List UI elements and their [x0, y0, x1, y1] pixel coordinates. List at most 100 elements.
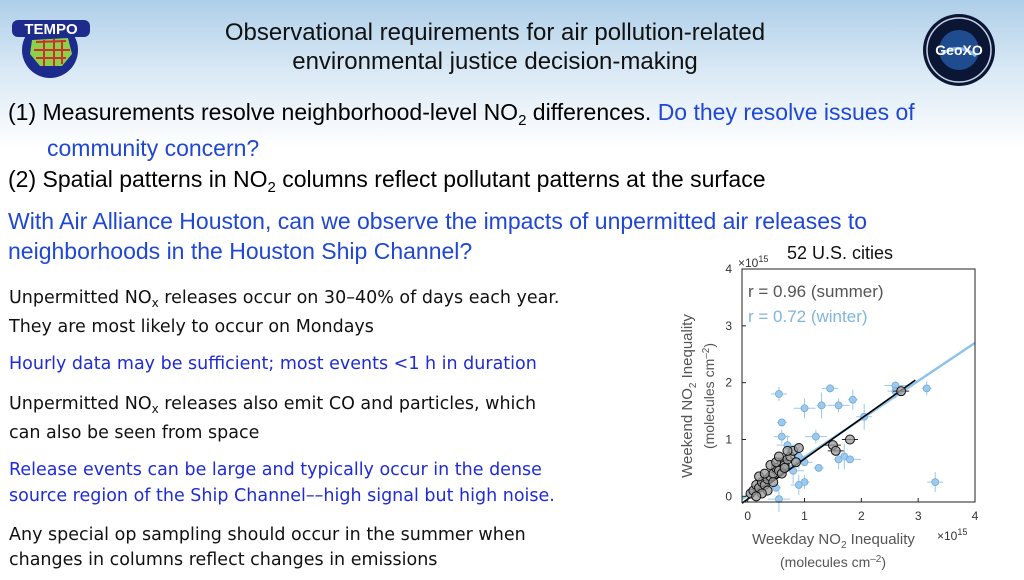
winter-point — [816, 392, 827, 419]
winter-marker — [922, 384, 931, 393]
bullet-1-subscript: x — [151, 296, 159, 310]
annotation-summer-r: r = 0.96 (summer) — [748, 282, 884, 301]
summer-marker — [844, 434, 855, 445]
summer-marker — [773, 451, 784, 462]
bullet-2: Hourly data may be sufficient; most even… — [9, 354, 537, 374]
summer-marker — [790, 457, 801, 468]
summer-marker — [751, 491, 762, 502]
x-tick-label: 0 — [744, 509, 751, 523]
x-multiplier: ×1015 — [937, 527, 967, 543]
axes-frame — [741, 268, 976, 503]
x-axis-label-a: Weekday NO — [752, 531, 841, 548]
winter-marker — [826, 384, 834, 393]
y-multiplier-base: ×10 — [738, 256, 759, 270]
point-1-question: Do they resolve issues of — [657, 99, 915, 125]
svg-text:Weekend NO2 Inequality: Weekend NO2 Inequality — [679, 314, 699, 478]
x-tick-label: 1 — [801, 509, 808, 523]
bullet-4-line-1: Release events can be large and typicall… — [9, 460, 542, 480]
scatter-chart: 52 U.S. cities ×1015 r = 0.96 (summer) r… — [660, 236, 1024, 575]
point-1: (1) Measurements resolve neighborhood-le… — [8, 96, 915, 137]
houston-question-line-2: neighborhoods in the Houston Ship Channe… — [8, 238, 473, 264]
summer-marker — [782, 445, 793, 456]
summer-point — [779, 462, 790, 473]
winter-point — [793, 398, 816, 419]
chart-title: 52 U.S. cities — [787, 243, 893, 263]
point-2-text-a: (2) Spatial patterns in NO — [8, 166, 268, 192]
bullet-3-subscript: x — [151, 402, 159, 416]
y-tick-label: 4 — [725, 262, 732, 276]
winter-point — [921, 381, 932, 396]
y-tick-label: 2 — [725, 376, 732, 390]
x-tick-label: 3 — [915, 509, 922, 523]
summer-marker — [779, 462, 790, 473]
annotation-winter-r: r = 0.72 (winter) — [748, 307, 868, 326]
bullet-1-line-1: Unpermitted NOx releases occur on 30–40%… — [9, 284, 559, 318]
bullet-1-text-b: releases occur on 30–40% of days each ye… — [158, 288, 560, 308]
winter-marker — [811, 432, 820, 441]
winter-marker — [834, 401, 843, 410]
y-axis-label-b: Inequality — [679, 314, 696, 383]
geoxo-logo-text: GeoXO — [935, 42, 983, 58]
winter-marker — [775, 390, 783, 398]
point-2: (2) Spatial patterns in NO2 columns refl… — [8, 163, 766, 204]
winter-marker — [848, 395, 857, 404]
winter-point — [827, 398, 850, 413]
bullet-4-line-2: source region of the Ship Channel––high … — [9, 486, 555, 506]
x-multiplier-base: ×10 — [937, 529, 958, 543]
bullet-5-line-2: changes in columns reflect changes in em… — [9, 550, 438, 570]
summer-point — [782, 445, 793, 456]
bullet-3-line-2: can also be seen from space — [9, 423, 260, 443]
x-axis-unit-sup: –2 — [870, 554, 882, 565]
winter-marker — [794, 481, 803, 489]
point-1-text-a: (1) Measurements resolve neighborhood-le… — [8, 99, 519, 125]
scatter-chart-svg: 52 U.S. cities ×1015 r = 0.96 (summer) r… — [679, 243, 979, 570]
summer-point — [773, 451, 784, 462]
winter-point — [847, 389, 858, 410]
axis-ticks: 0 1 2 3 4 0 1 2 3 4 — [725, 262, 978, 523]
winter-point — [813, 463, 824, 472]
winter-point — [927, 472, 944, 493]
summer-point — [827, 445, 844, 456]
summer-point — [759, 468, 770, 479]
summer-point — [893, 386, 910, 397]
winter-marker — [777, 418, 786, 427]
tempo-logo: TEMPO — [12, 20, 90, 78]
winter-point — [822, 384, 839, 393]
bullet-1-line-2: They are most likely to occur on Mondays — [9, 317, 374, 337]
x-multiplier-exp: 15 — [957, 527, 967, 537]
bullet-3-text-b: releases also emit CO and particles, whi… — [158, 394, 537, 414]
x-tick-label: 2 — [858, 509, 865, 523]
bullet-5-line-1: Any special op sampling should occur in … — [9, 525, 526, 545]
point-1-text-b: differences. — [526, 99, 658, 125]
y-tick-label: 1 — [725, 432, 732, 446]
x-axis-label-sub: 2 — [841, 540, 847, 551]
y-axis-unit-end: ) — [701, 343, 717, 348]
summer-marker — [830, 445, 841, 456]
summer-point — [751, 491, 762, 502]
y-tick-label: 0 — [725, 489, 732, 503]
title-line-1: Observational requirements for air pollu… — [224, 19, 766, 46]
summer-marker — [793, 443, 804, 454]
y-axis-unit-sup: –2 — [701, 347, 712, 359]
y-multiplier: ×1015 — [738, 254, 768, 270]
y-multiplier-exp: 15 — [758, 254, 768, 264]
summer-point — [841, 434, 858, 445]
houston-question-line-1: With Air Alliance Houston, can we observ… — [8, 208, 868, 234]
y-axis-unit-a: (molecules cm — [701, 359, 717, 449]
y-axis-label: Weekend NO2 Inequality (molecules cm–2) — [679, 314, 717, 478]
svg-text:(molecules cm–2): (molecules cm–2) — [701, 343, 717, 449]
winter-marker — [814, 464, 823, 472]
summer-marker — [768, 477, 779, 488]
plot-area — [741, 341, 976, 513]
winter-marker — [775, 495, 783, 504]
x-axis-unit-end: ) — [881, 554, 886, 570]
winter-marker — [800, 404, 809, 413]
tempo-logo-text: TEMPO — [24, 21, 78, 38]
point-2-subscript: 2 — [267, 179, 276, 196]
x-axis-unit-a: (molecules cm — [780, 554, 870, 570]
summer-marker — [759, 468, 770, 479]
x-axis-label: Weekday NO2 Inequality — [752, 531, 915, 551]
winter-marker — [817, 401, 826, 410]
winter-point — [770, 387, 787, 402]
winter-point — [776, 418, 787, 427]
